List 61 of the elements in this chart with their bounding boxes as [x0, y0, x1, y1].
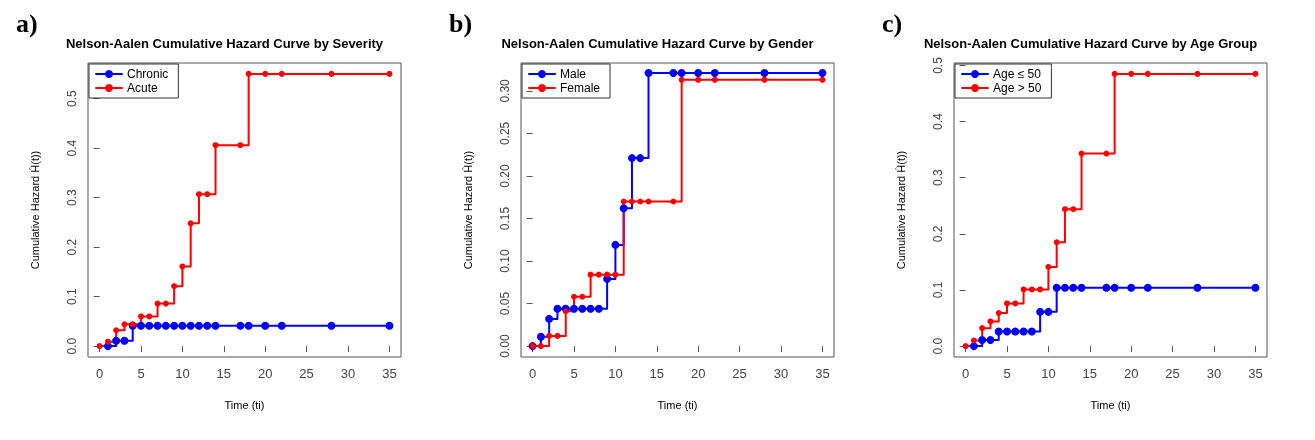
x-tick-label: 5	[137, 366, 145, 381]
y-tick-label: 0.30	[498, 78, 512, 103]
x-axis-title: Time (ti)	[1090, 398, 1131, 411]
x-tick-label: 10	[175, 366, 190, 381]
x-tick-label: 10	[608, 366, 623, 381]
x-tick-label: 20	[257, 366, 273, 381]
y-tick-label: 0.0	[65, 337, 79, 355]
y-tick-label: 0.5	[931, 56, 945, 74]
x-tick-label: 15	[649, 366, 665, 381]
x-axis-title: Time (ti)	[224, 398, 265, 411]
y-tick-label: 0.1	[931, 281, 945, 299]
x-tick-label: 20	[1123, 366, 1139, 381]
y-tick-label: 0.2	[931, 225, 945, 243]
y-tick-label: 0.00	[498, 334, 512, 358]
x-tick-label: 25	[732, 366, 747, 381]
legend-label: Age ≤ 50	[993, 67, 1042, 81]
legend-label: Male	[560, 67, 587, 81]
text: a)	[16, 8, 38, 38]
legend-label: Acute	[127, 81, 159, 95]
x-tick-label: 35	[1248, 366, 1263, 381]
x-tick-label: 0	[95, 366, 104, 381]
chart-title: Nelson-Aalen Cumulative Hazard Curve by Severity	[65, 36, 384, 51]
y-axis-title: Cumulative Hazard Ĥ(t))	[894, 150, 907, 270]
x-tick-label: 35	[815, 366, 830, 381]
x-tick-label: 20	[690, 366, 706, 381]
x-tick-label: 35	[382, 366, 397, 381]
chart-title: Nelson-Aalen Cumulative Hazard Curve by Age Group	[923, 36, 1258, 51]
y-tick-label: 0.20	[498, 163, 512, 188]
y-tick-label: 0.3	[65, 188, 79, 206]
x-tick-label: 5	[570, 366, 578, 381]
chart-title: Nelson-Aalen Cumulative Hazard Curve by Gender	[501, 36, 814, 51]
x-tick-label: 10	[1041, 366, 1056, 381]
y-tick-label: 0.0	[931, 337, 945, 355]
y-tick-label: 0.15	[498, 206, 512, 231]
y-tick-label: 0.25	[498, 121, 512, 146]
legend-label: Chronic	[127, 67, 169, 81]
text: c)	[882, 8, 903, 38]
x-tick-label: 25	[1165, 366, 1180, 381]
x-tick-label: 0	[528, 366, 537, 381]
legend-label: Female	[560, 81, 601, 95]
x-tick-label: 0	[961, 366, 970, 381]
x-tick-label: 15	[216, 366, 232, 381]
text: b)	[449, 8, 473, 38]
y-tick-label: 0.05	[498, 291, 512, 316]
y-tick-label: 0.4	[931, 112, 945, 130]
x-tick-label: 30	[340, 366, 356, 381]
y-tick-label: 0.2	[65, 238, 79, 256]
y-tick-label: 0.3	[931, 169, 945, 187]
x-tick-label: 30	[773, 366, 789, 381]
y-tick-label: 0.5	[65, 89, 79, 107]
y-tick-label: 0.1	[65, 287, 79, 305]
x-tick-label: 30	[1206, 366, 1222, 381]
y-tick-label: 0.10	[498, 249, 512, 273]
legend-label: Age > 50	[993, 81, 1042, 95]
x-tick-label: 25	[299, 366, 314, 381]
y-tick-label: 0.4	[65, 139, 79, 157]
x-tick-label: 5	[1003, 366, 1011, 381]
x-axis-title: Time (ti)	[657, 398, 698, 411]
y-axis-title: Cumulative Hazard Ĥ(t))	[28, 150, 41, 270]
x-tick-label: 15	[1082, 366, 1098, 381]
y-axis-title: Cumulative Hazard Ĥ(t))	[461, 150, 474, 270]
